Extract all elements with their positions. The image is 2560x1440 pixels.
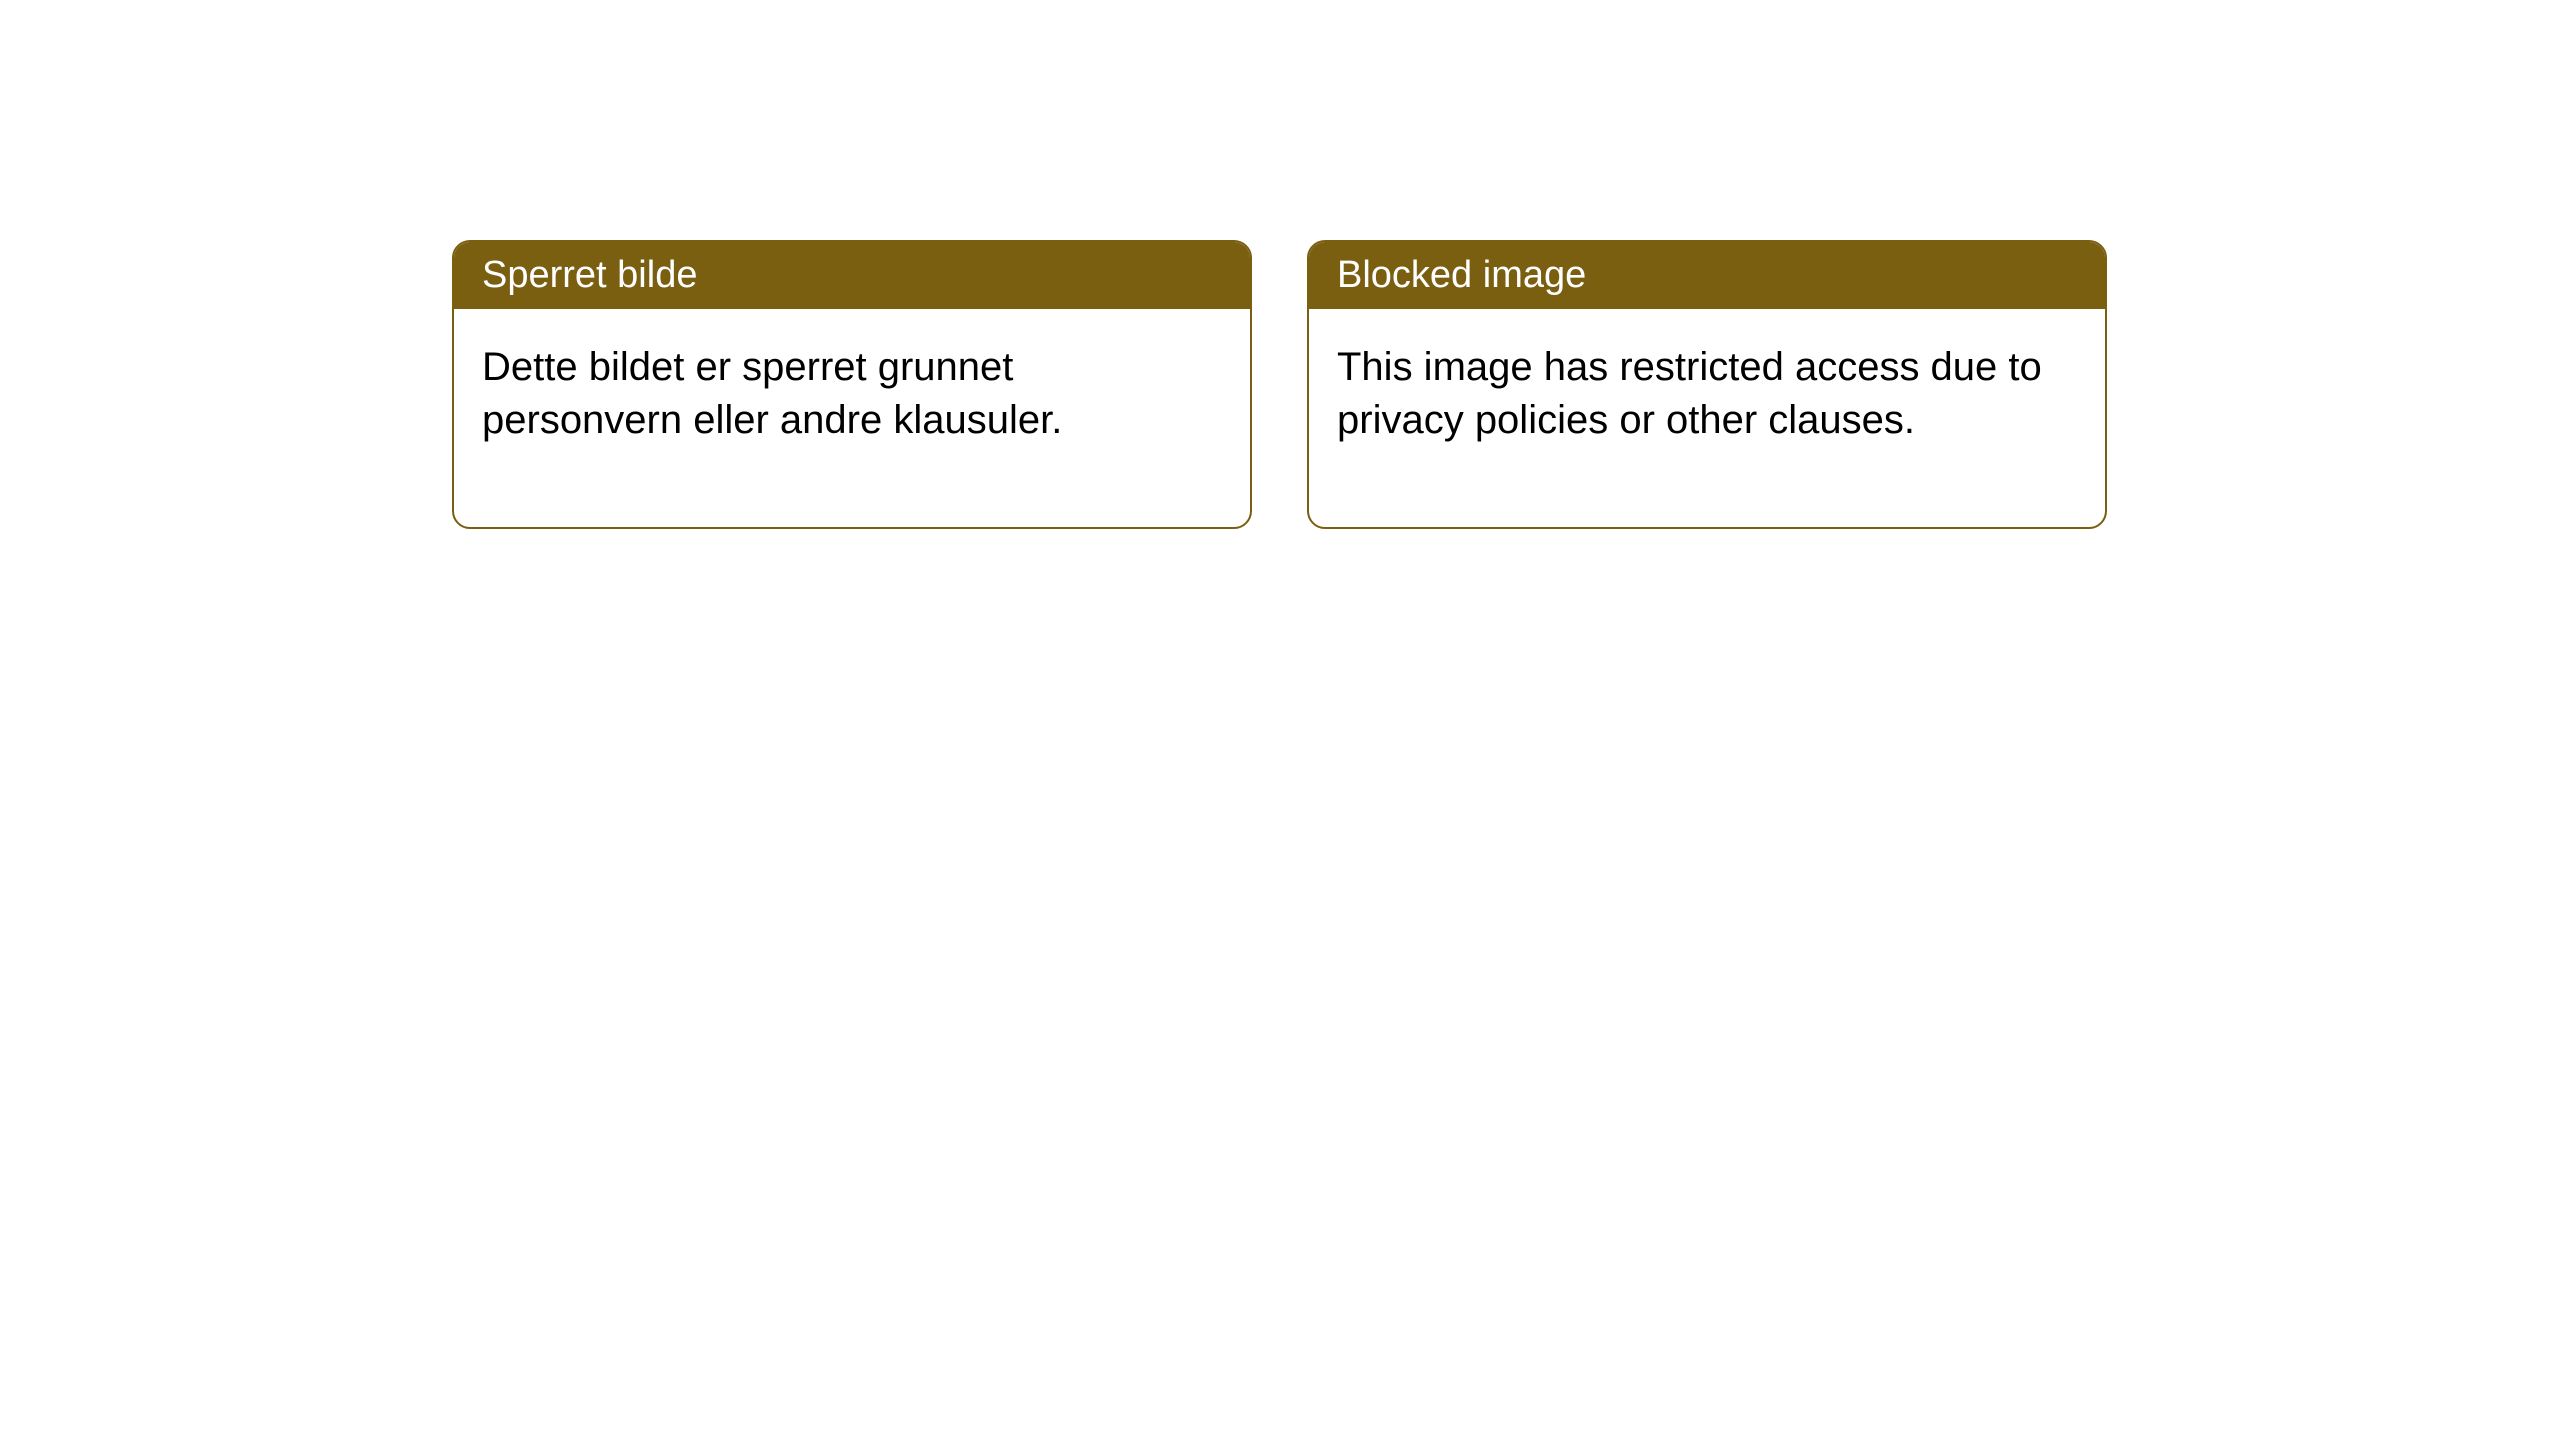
notice-body-english: This image has restricted access due to … <box>1309 309 2105 527</box>
notice-box-english: Blocked image This image has restricted … <box>1307 240 2107 529</box>
notice-text-english: This image has restricted access due to … <box>1337 345 2042 442</box>
notice-header-english: Blocked image <box>1309 242 2105 309</box>
notice-container: Sperret bilde Dette bildet er sperret gr… <box>452 240 2107 529</box>
notice-header-norwegian: Sperret bilde <box>454 242 1250 309</box>
notice-title-english: Blocked image <box>1337 254 1586 296</box>
notice-text-norwegian: Dette bildet er sperret grunnet personve… <box>482 345 1062 442</box>
notice-title-norwegian: Sperret bilde <box>482 254 697 296</box>
notice-body-norwegian: Dette bildet er sperret grunnet personve… <box>454 309 1250 527</box>
notice-box-norwegian: Sperret bilde Dette bildet er sperret gr… <box>452 240 1252 529</box>
